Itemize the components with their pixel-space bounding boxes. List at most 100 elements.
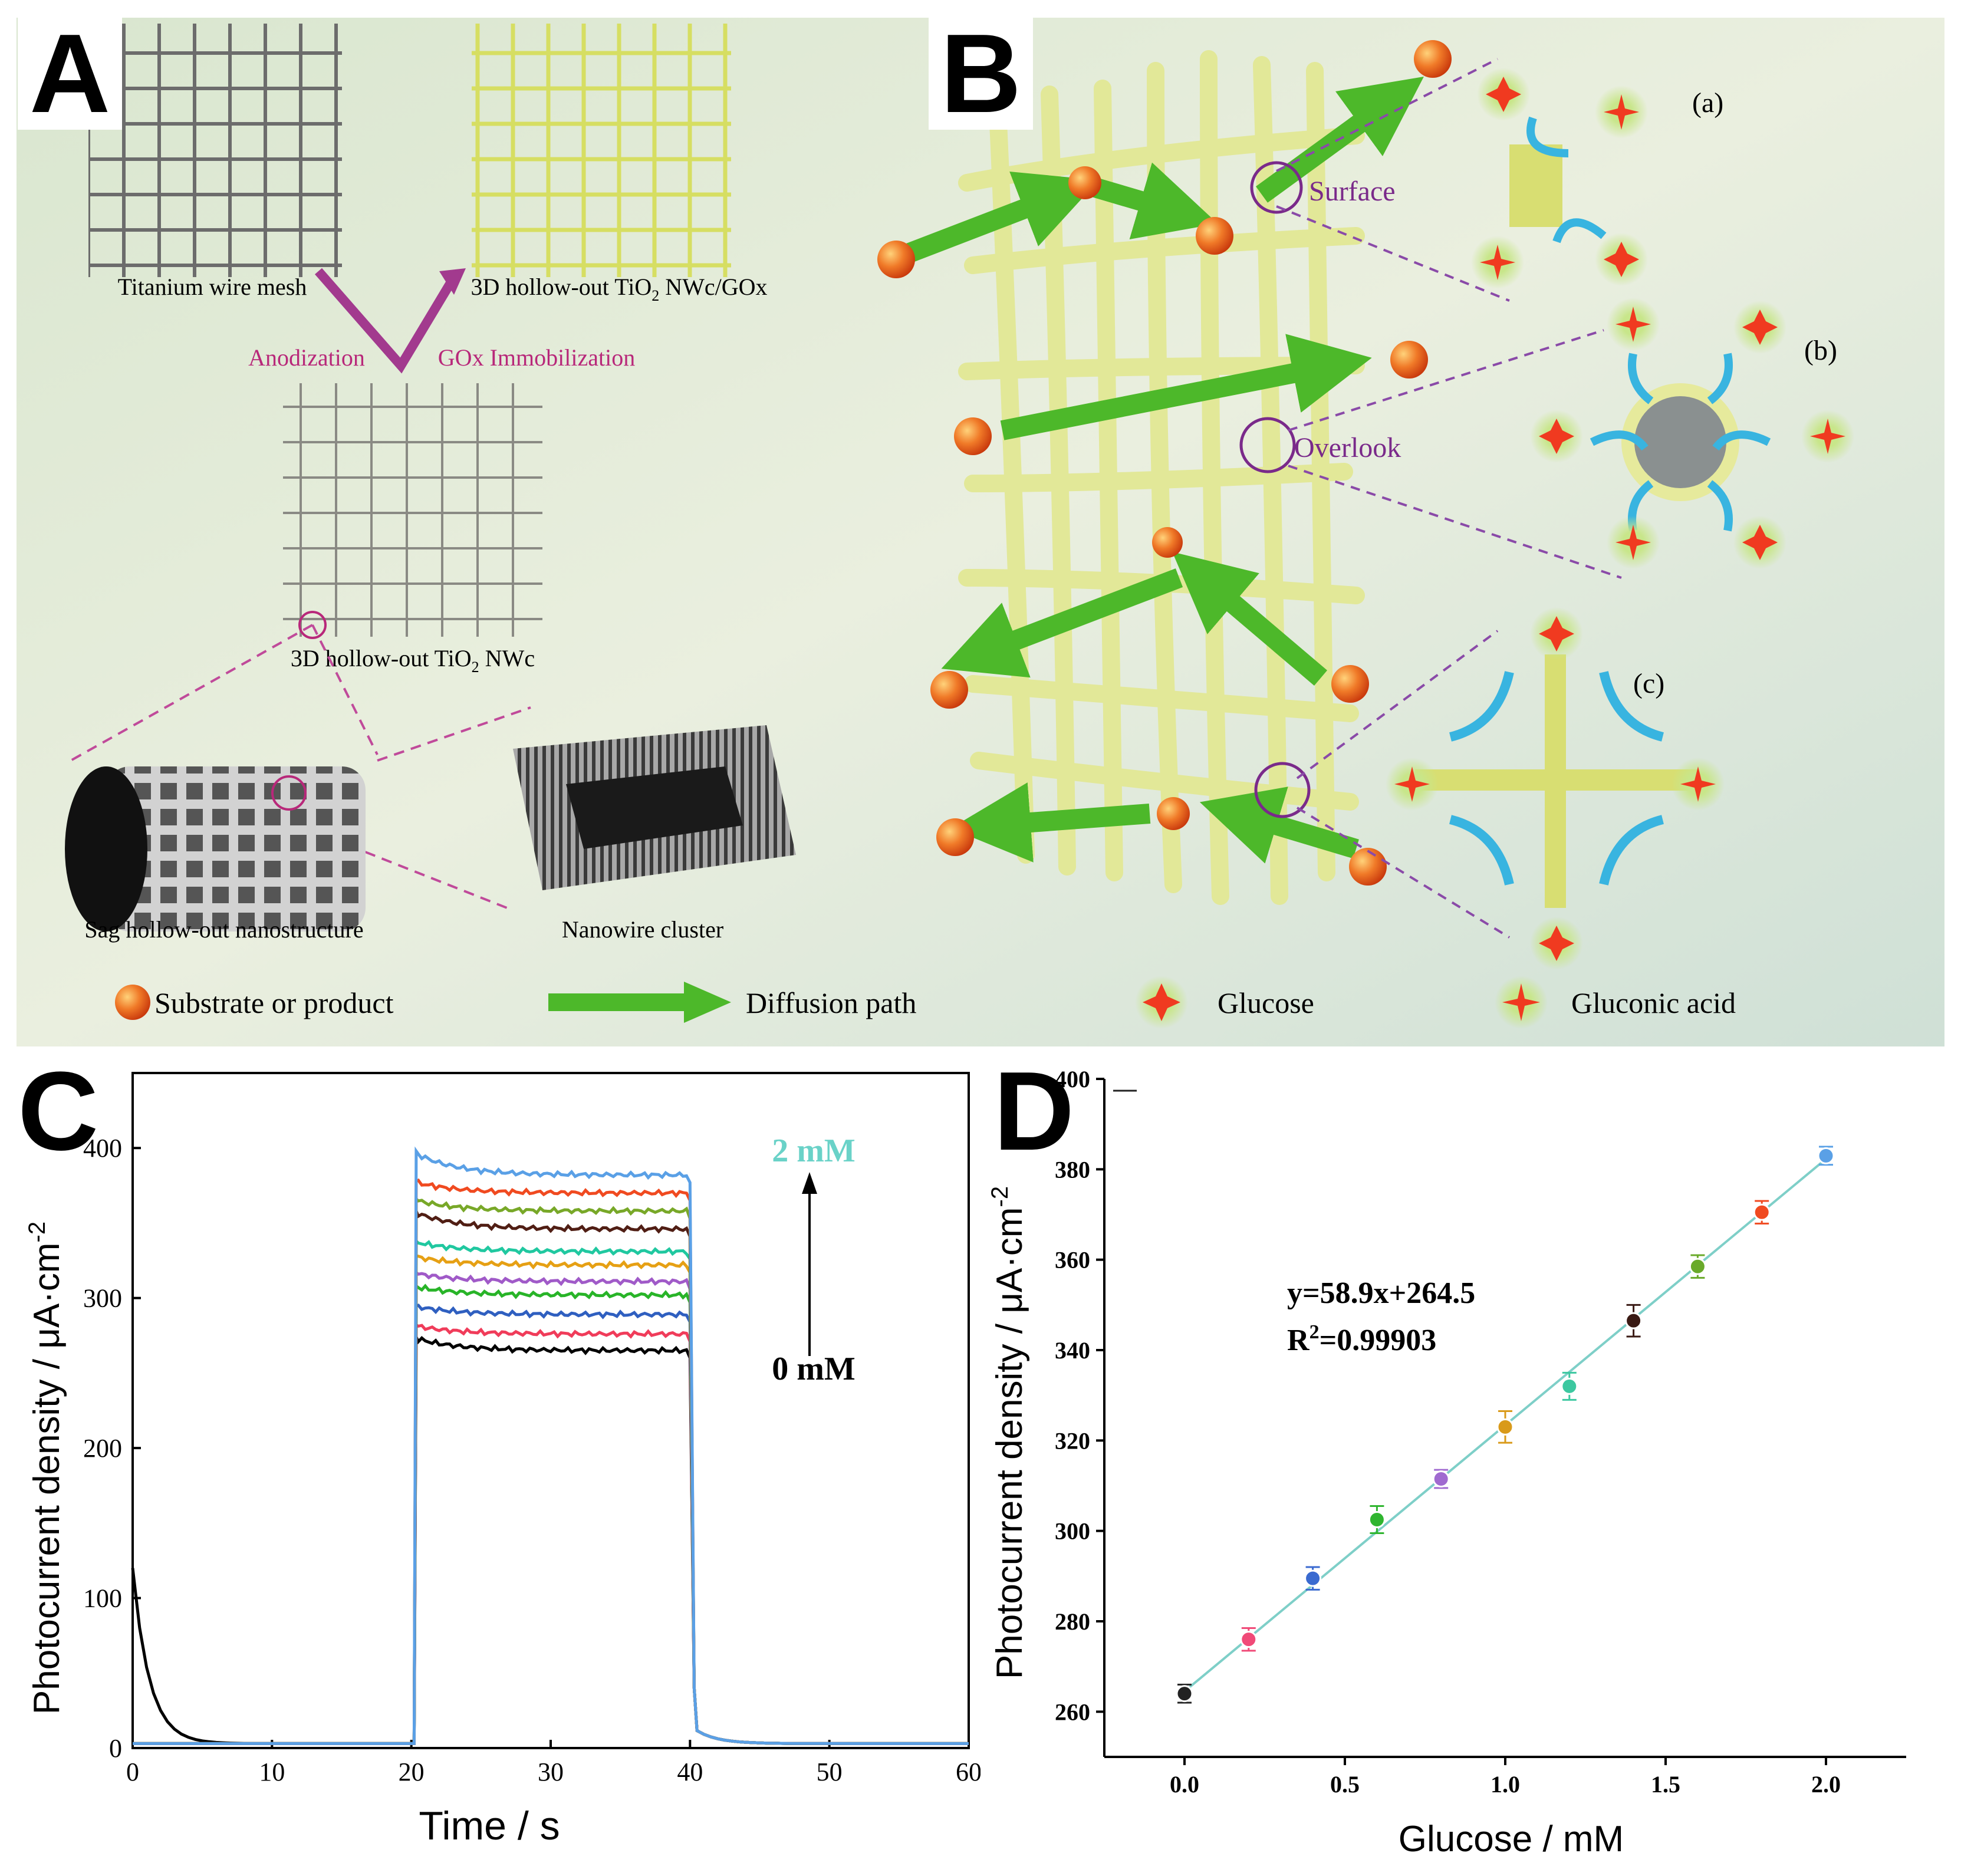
tio2-nwc-mesh-image — [283, 383, 542, 637]
panel-label-a: A — [18, 18, 123, 130]
zoom-circle-icon — [298, 611, 327, 639]
chart-c-series-line — [133, 1178, 969, 1745]
chart-d-point — [1176, 1683, 1193, 1704]
chart-d-ytick-label: 380 — [1055, 1156, 1090, 1183]
chart-d-marker — [1176, 1685, 1193, 1703]
chart-d-point — [1496, 1410, 1514, 1444]
chart-c-series — [131, 1146, 969, 1745]
chart-c-ytick-label: 300 — [83, 1284, 122, 1313]
anodization-label: Anodization — [248, 344, 365, 371]
zoom-dashed-lines — [70, 624, 531, 909]
panelB-dashed-lines — [1276, 58, 1622, 939]
surface-label: Surface — [1309, 176, 1396, 207]
sag-nanostructure-image — [65, 766, 366, 932]
chart-d: 0.0 0.5 1.0 1.5 2.0260280300320340360380400 … — [987, 1066, 1906, 1859]
chart-d-point — [1817, 1146, 1835, 1166]
legend-gluconic: Gluconic acid — [1571, 986, 1736, 1019]
chart-d-axes: 0.0 0.5 1.0 1.5 2.0 260 280 300 320 340 360 380 400 — [1055, 1066, 1906, 1798]
chart-d-ytick-label: 400 — [1055, 1066, 1090, 1092]
chart-c-ytick-label: 400 — [83, 1134, 122, 1163]
fit-equation: y=58.9x+264.5 — [1287, 1276, 1475, 1310]
legend: Substrate or product Diffusion path Gluc… — [115, 976, 1736, 1029]
chart-d-xtick-label: 1.0 — [1491, 1771, 1520, 1798]
chart-d-ytick-label: 360 — [1055, 1247, 1090, 1273]
chart-c-series-line — [133, 1322, 969, 1745]
chart-d-ytick-label: 280 — [1055, 1608, 1090, 1635]
chart-c-xtick-label: 30 — [538, 1757, 564, 1786]
chart-d-marker — [1561, 1377, 1578, 1395]
inset-b-label: (b) — [1804, 335, 1837, 366]
chart-d-marker — [1496, 1418, 1514, 1436]
chart-d-point — [1625, 1304, 1643, 1338]
chart-c-ytick-label: 100 — [83, 1584, 122, 1613]
inset-c-label: (c) — [1633, 668, 1664, 699]
chart-d-point — [1432, 1469, 1450, 1489]
process-arrow-head-icon — [439, 268, 466, 295]
annotation-arrow-head-icon — [802, 1172, 817, 1194]
chart-d-ytick-label: 260 — [1055, 1699, 1090, 1725]
chart-d-point — [1689, 1254, 1706, 1279]
titanium-mesh-label: Titanium wire mesh — [118, 274, 307, 300]
annotation-2mM: 2 mM — [772, 1133, 856, 1169]
legend-diffusion: Diffusion path — [746, 986, 916, 1019]
chart-d-marker — [1240, 1631, 1258, 1648]
chart-c-series-line — [133, 1146, 969, 1745]
chart-d-marker — [1368, 1511, 1386, 1528]
svg-text:Photocurrent density / μA·cm-2: Photocurrent density / μA·cm-2 — [987, 1186, 1030, 1679]
inset-a-surface — [1471, 68, 1648, 289]
diffusion-arrows — [904, 77, 1424, 864]
substrate-spheres — [877, 40, 1452, 886]
inset-b-overlook — [1530, 298, 1854, 569]
chart-d-ytick-label: 340 — [1055, 1337, 1090, 1364]
chart-c-annotations: 2 mM 0 mM — [772, 1133, 856, 1387]
legend-glucose: Glucose — [1218, 986, 1314, 1019]
legend-sphere-icon — [115, 985, 150, 1020]
chart-c-xtick-label: 40 — [677, 1757, 703, 1786]
tio2-gox-mesh-image — [472, 24, 731, 277]
chart-c-ylabel: Photocurrent density / μA·cm-2 — [24, 1222, 67, 1714]
gox-immobilization-label: GOx Immobilization — [438, 344, 635, 371]
chart-c-axes: 0 10 20 30 40 50 60 0 100 200 300 400 — [83, 1072, 980, 1786]
chart-c-series-line — [133, 1237, 969, 1745]
legend-gluconic-icon — [1502, 983, 1540, 1021]
chart-c-series-line — [131, 1335, 969, 1745]
overlook-label: Overlook — [1294, 432, 1401, 463]
chart-c-xlabel: Time / s — [419, 1803, 560, 1848]
chart-c-ytick-label: 0 — [109, 1734, 122, 1763]
chart-d-marker — [1753, 1203, 1771, 1221]
process-v-arrow — [314, 268, 458, 374]
nanowire-cluster-image — [513, 725, 796, 890]
chart-d-xtick-label: 2.0 — [1811, 1771, 1841, 1798]
chart-d-ytick-label: 320 — [1055, 1427, 1090, 1454]
legend-glucose-icon — [1143, 983, 1180, 1021]
cross-zoom-circle-icon — [1254, 762, 1311, 818]
chart-d-point — [1304, 1566, 1322, 1591]
chart-c-series-line — [133, 1254, 969, 1745]
chart-d-point — [1753, 1200, 1771, 1225]
chart-c-xtick-label: 10 — [259, 1757, 285, 1786]
tio2-nwc-label: 3D hollow-out TiO2 NWc — [291, 645, 535, 676]
svg-text:Photocurrent density / μA·cm-2: Photocurrent density / μA·cm-2 — [24, 1222, 67, 1714]
chart-c-series-line — [133, 1269, 969, 1745]
titanium-mesh-image — [88, 24, 342, 277]
chart-c-xtick-label: 20 — [399, 1757, 425, 1786]
chart-c-xtick-label: 50 — [817, 1757, 843, 1786]
overlook-zoom-circle-icon — [1239, 417, 1296, 473]
legend-substrate: Substrate or product — [154, 986, 394, 1019]
chart-d-point — [1240, 1627, 1258, 1652]
chart-d-ytick-label: 300 — [1055, 1518, 1090, 1545]
schematic-panels: Titanium wire mesh 3D hollow-out TiO2 NW… — [17, 18, 1944, 1046]
chart-d-point — [1561, 1371, 1578, 1401]
chart-d-points — [1176, 1146, 1835, 1704]
chart-d-marker — [1432, 1470, 1450, 1487]
chart-d-ylabel: Photocurrent density / μA·cm-2 — [987, 1186, 1030, 1679]
panel-label-c: C — [18, 1049, 99, 1174]
chart-d-point — [1368, 1505, 1386, 1534]
inset-c-cross — [1386, 607, 1725, 970]
chart-d-xtick-label: 0.0 — [1170, 1771, 1199, 1798]
chart-c: 0 10 20 30 40 50 60 0 100 200 300 400 2 mM 0 mM Tim… — [24, 1072, 980, 1848]
chart-d-xtick-label: 0.5 — [1330, 1771, 1360, 1798]
chart-c-xtick-label: 0 — [126, 1757, 139, 1786]
sag-label: Sag hollow-out nanostructure — [84, 916, 363, 943]
tio2-gox-label: 3D hollow-out TiO2 NWc/GOx — [470, 274, 767, 304]
